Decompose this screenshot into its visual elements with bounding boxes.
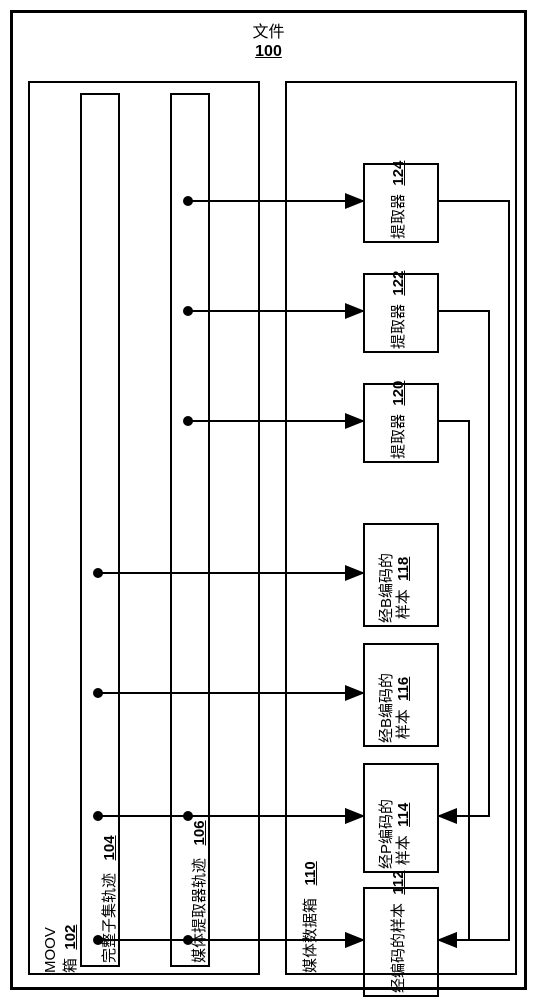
full-subset-track: 完整子集轨迹 104 xyxy=(80,93,120,967)
file-title: 文件 xyxy=(252,23,284,42)
moov-ref: 102 xyxy=(62,925,79,950)
sample-114: 经P编码的 样本 114 xyxy=(363,763,439,873)
sample-112-lbl: 经编码的样本 112 xyxy=(387,870,408,993)
full-track-ref: 104 xyxy=(101,835,118,860)
sample-124: 提取器 124 xyxy=(363,163,439,243)
sample-122: 提取器 122 xyxy=(363,273,439,353)
extractor-track: 媒体提取器轨迹 106 xyxy=(170,93,210,967)
sample-124-lbl: 提取器 124 xyxy=(387,161,408,239)
sample-118: 经B编码的 样本 118 xyxy=(363,523,439,627)
mdat-box: 媒体数据箱 110 经编码的样本 112 经P编码的 样本 114 经B编码的 … xyxy=(285,81,517,975)
full-track-label: 完整子集轨迹 xyxy=(101,873,118,963)
mdat-title: 媒体数据箱 xyxy=(302,898,319,973)
moov-box: MOOV 箱 102 完整子集轨迹 104 媒体提取器轨迹 106 xyxy=(28,81,260,975)
full-track-label-block: 完整子集轨迹 104 xyxy=(98,835,119,963)
file-ref: 100 xyxy=(255,42,282,61)
extractor-track-ref: 106 xyxy=(191,820,208,845)
file-container: 文件 100 MOOV 箱 102 完整子集轨迹 104 媒体提取器轨迹 106… xyxy=(10,10,527,990)
sample-118-lbl: 经B编码的 样本 118 xyxy=(379,553,412,623)
extractor-track-label: 媒体提取器轨迹 xyxy=(191,858,208,963)
sample-116: 经B编码的 样本 116 xyxy=(363,643,439,747)
sample-112: 经编码的样本 112 xyxy=(363,887,439,997)
sample-116-lbl: 经B编码的 样本 116 xyxy=(379,673,412,743)
extractor-track-label-block: 媒体提取器轨迹 106 xyxy=(188,820,209,963)
sample-120: 提取器 120 xyxy=(363,383,439,463)
moov-sub-text: 箱 xyxy=(62,958,79,973)
mdat-ref: 110 xyxy=(302,861,319,885)
sample-122-lbl: 提取器 122 xyxy=(387,271,408,349)
file-title-block: 文件 100 xyxy=(252,23,284,61)
mdat-label-block: 媒体数据箱 110 xyxy=(299,861,320,973)
moov-title-text: MOOV xyxy=(42,927,59,973)
sample-120-lbl: 提取器 120 xyxy=(387,381,408,459)
sample-114-lbl: 经P编码的 样本 114 xyxy=(379,799,412,869)
moov-label: MOOV 箱 102 xyxy=(42,925,80,973)
